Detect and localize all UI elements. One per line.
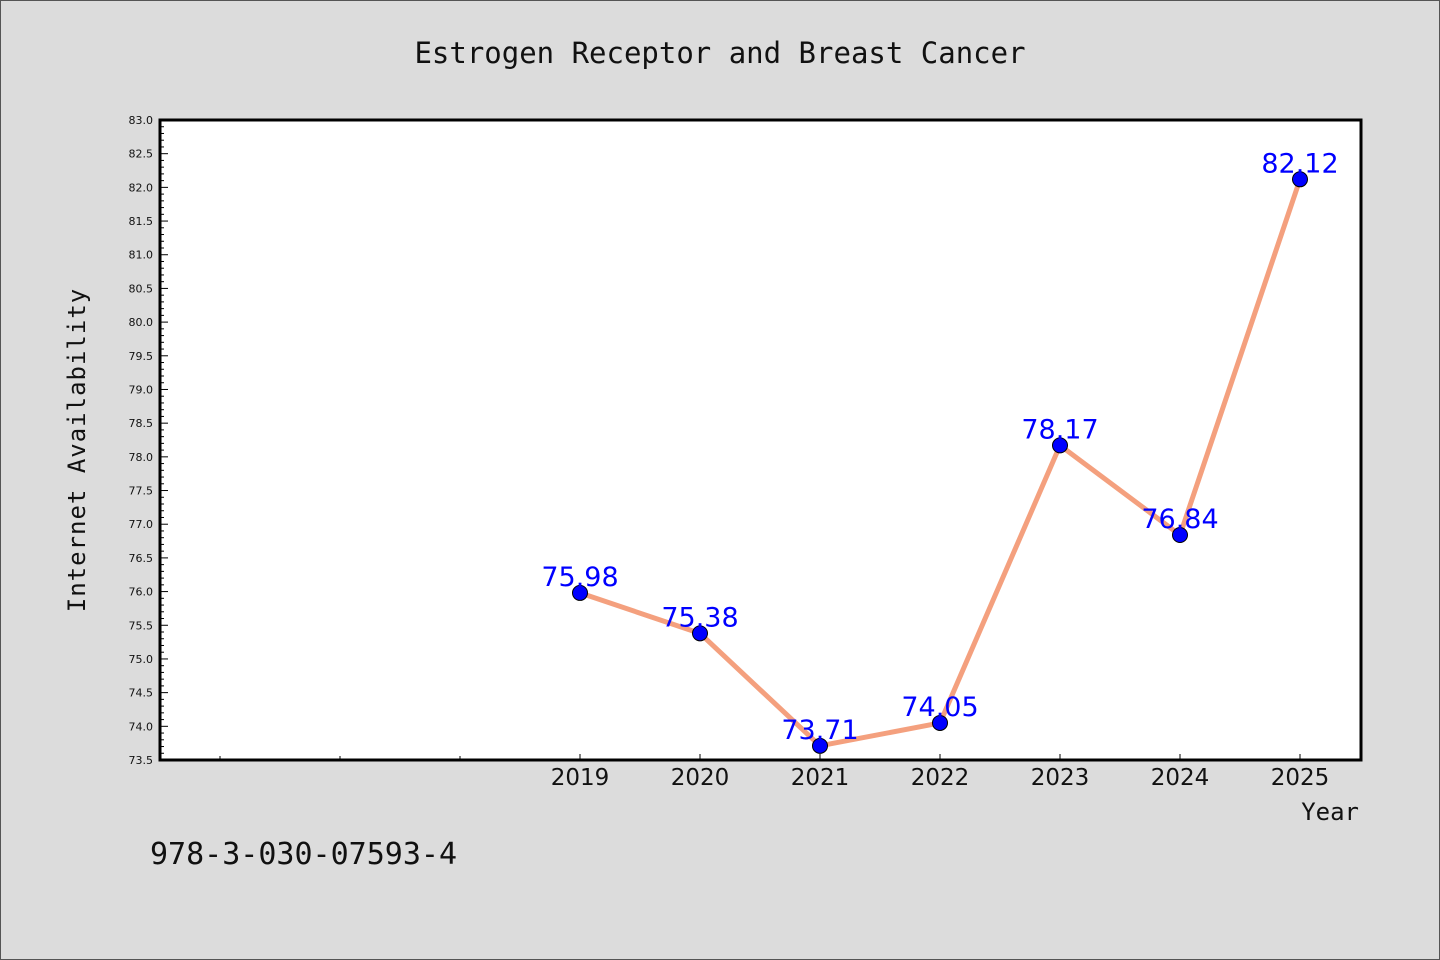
data-label: 75.38 (661, 602, 738, 633)
y-tick-label: 76.5 (129, 552, 154, 565)
data-label: 78.17 (1021, 414, 1098, 445)
x-tick-label: 2025 (1271, 765, 1330, 791)
x-tick-label: 2021 (791, 765, 850, 791)
y-tick-label: 79.5 (129, 350, 154, 363)
y-tick-label: 78.5 (129, 417, 154, 430)
data-point (1172, 526, 1188, 543)
data-point (932, 714, 948, 731)
y-tick-label: 76.0 (129, 586, 154, 599)
plot-area (158, 118, 1363, 762)
y-tick-label: 82.5 (129, 148, 154, 161)
data-label: 73.71 (781, 715, 858, 746)
y-tick-label: 80.5 (129, 282, 154, 295)
y-tick-label: 81.5 (129, 215, 154, 228)
y-tick-label: 77.5 (129, 485, 154, 498)
y-tick-label: 77.0 (129, 518, 154, 531)
x-tick-label: 2020 (671, 765, 730, 791)
y-tick-label: 79.0 (129, 383, 154, 396)
y-tick-label: 78.0 (129, 451, 154, 464)
data-label: 74.05 (901, 692, 978, 723)
y-tick-label: 82.0 (129, 181, 154, 194)
data-point (1052, 437, 1068, 454)
data-point (1292, 171, 1308, 188)
data-point (692, 625, 708, 642)
y-tick-label: 83.0 (129, 114, 154, 127)
footer-isbn: 978-3-030-07593-4 (150, 837, 457, 872)
y-tick-label: 74.0 (129, 720, 154, 733)
data-point (572, 584, 588, 601)
data-label: 82.12 (1261, 148, 1338, 179)
y-tick-label: 81.0 (129, 249, 154, 262)
y-axis: 73.5 74.0 74.5 75.0 75.5 76.0 76.5 77.0 77.5 78.0… (129, 114, 168, 767)
series-group: 75.98 75.38 73.71 74.05 78.17 76.84 82.12 (541, 148, 1339, 754)
y-tick-label: 74.5 (129, 687, 154, 700)
data-label: 75.98 (541, 562, 618, 593)
y-tick-label: 80.0 (129, 316, 154, 329)
x-tick-label: 2022 (911, 765, 970, 791)
y-tick-label: 75.5 (129, 619, 154, 632)
y-axis-label: Internet Availability (63, 288, 91, 612)
chart-title: Estrogen Receptor and Breast Cancer (414, 36, 1025, 70)
x-axis: 2019 2020 2021 2022 2023 2024 2025 (219, 754, 1330, 791)
data-label: 76.84 (1141, 504, 1218, 535)
x-axis-label: Year (1301, 798, 1359, 826)
data-point (812, 737, 828, 754)
y-tick-label: 75.0 (129, 653, 154, 666)
y-tick-label: 73.5 (129, 754, 154, 767)
x-tick-label: 2019 (551, 765, 610, 791)
x-tick-label: 2024 (1151, 765, 1210, 791)
x-tick-label: 2023 (1031, 765, 1090, 791)
